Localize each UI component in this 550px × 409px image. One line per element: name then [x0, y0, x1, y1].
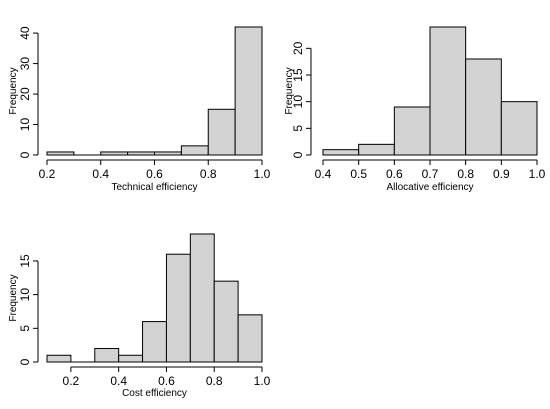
histogram-bar: [118, 354, 144, 363]
y-axis-title: Frequency: [8, 274, 19, 321]
histogram-bar: [429, 26, 467, 156]
histogram-allocative-efficiency: 0.4 0.5 0.6 0.7 0.8 0.9 1.0 0 5 10 15 20 Allocative …: [284, 26, 546, 193]
x-tick-label: 0.4: [92, 167, 109, 181]
y-tick-label: 10: [291, 95, 305, 109]
y-tick-label: 15: [18, 254, 32, 268]
histogram-bar: [46, 354, 72, 363]
histogram-bar: [100, 151, 129, 156]
histogram-bar: [237, 314, 263, 363]
y-axis-title: Frequency: [284, 67, 295, 114]
histogram-bar: [142, 321, 167, 363]
histogram-bar: [165, 253, 191, 363]
histogram-bar: [500, 101, 538, 156]
histogram-bar: [189, 233, 215, 363]
y-tick-label: 0: [18, 151, 32, 158]
x-axis-title: Cost efficiency: [122, 388, 187, 399]
x-axis-title: Technical efficiency: [112, 182, 198, 193]
histogram-technical-efficiency: 0.2 0.4 0.6 0.8 1.0 0 10 20 30 40 Technical effici…: [8, 26, 271, 193]
x-tick-label: 1.0: [529, 167, 546, 181]
histogram-bar: [127, 151, 155, 156]
y-tick-label: 5: [18, 325, 32, 332]
histogram-bar: [154, 151, 182, 156]
y-tick-label: 5: [291, 125, 305, 132]
x-tick-label: 0.8: [457, 167, 474, 181]
x-tick-label: 0.9: [493, 167, 510, 181]
histogram-bar: [358, 143, 395, 156]
histogram-cost-efficiency: 0.2 0.4 0.6 0.8 1.0 0 5 10 15 Cost efficiency Freq…: [8, 233, 271, 399]
histogram-bar: [322, 149, 360, 156]
x-tick-label: 0.6: [158, 374, 175, 388]
x-tick-label: 0.6: [386, 167, 403, 181]
histogram-bar: [213, 280, 239, 363]
x-tick-label: 0.8: [200, 167, 217, 181]
y-tick-label: 20: [291, 41, 305, 55]
histogram-bar: [94, 348, 120, 363]
histogram-bar: [207, 108, 236, 156]
y-tick-label: 30: [18, 57, 32, 71]
y-tick-label: 0: [291, 151, 305, 158]
histogram-bar: [46, 151, 75, 156]
y-tick-label: 10: [18, 118, 32, 132]
y-tick-label: 15: [291, 68, 305, 82]
y-tick-label: 10: [18, 288, 32, 302]
x-tick-label: 0.5: [350, 167, 367, 181]
x-tick-label: 0.7: [422, 167, 439, 181]
histogram-bar: [465, 58, 502, 156]
x-tick-label: 0.4: [110, 374, 127, 388]
histogram-bar: [393, 106, 431, 156]
histogram-bar: [234, 26, 263, 156]
histogram-bar: [180, 145, 209, 156]
y-tick-label: 40: [18, 26, 32, 40]
x-tick-label: 0.4: [315, 167, 332, 181]
x-tick-label: 1.0: [254, 374, 271, 388]
x-tick-label: 0.2: [39, 167, 56, 181]
y-axis-title: Frequency: [8, 67, 19, 114]
x-tick-label: 0.8: [206, 374, 223, 388]
x-tick-label: 1.0: [254, 167, 271, 181]
x-tick-label: 0.6: [146, 167, 163, 181]
x-axis-title: Allocative efficiency: [386, 182, 473, 193]
x-tick-label: 0.2: [63, 374, 80, 388]
y-tick-label: 0: [18, 358, 32, 365]
y-tick-label: 20: [18, 87, 32, 101]
